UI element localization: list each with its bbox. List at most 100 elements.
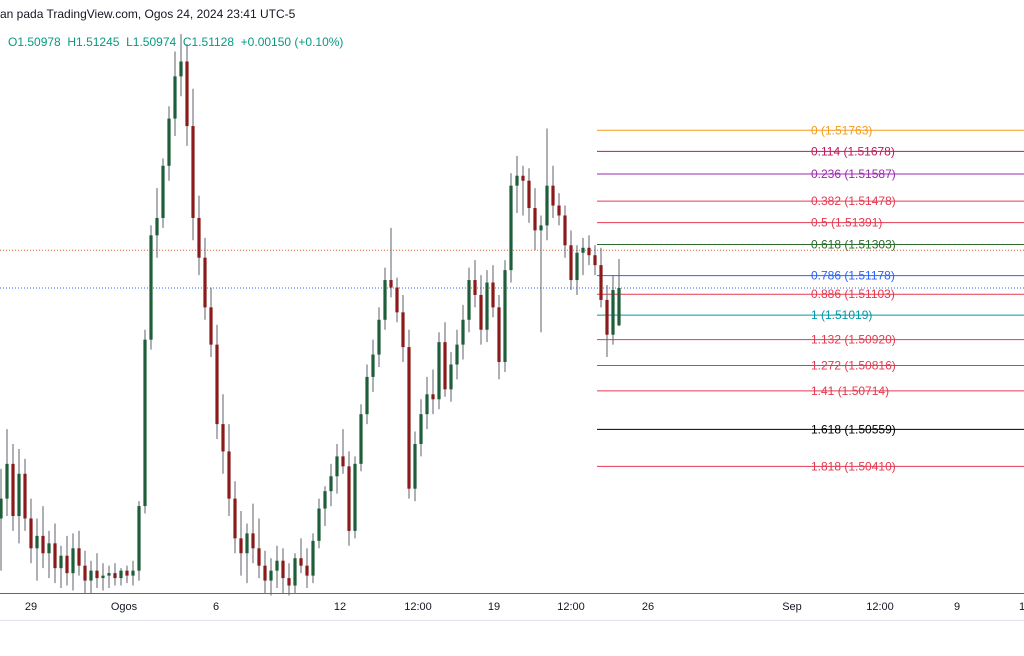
candle [233,481,237,554]
candle [509,173,513,283]
candle-body [29,518,33,549]
x-tick-label: 26 [642,601,654,613]
candle [407,329,411,499]
candle-body [575,252,579,281]
fib-level[interactable]: 0.382 (1.51478) [597,194,1024,208]
candle-body [527,180,531,209]
fib-level[interactable]: 1.41 (1.50714) [597,384,1024,398]
fib-label: 1.41 (1.50714) [811,384,889,398]
candle [161,158,165,228]
candle [203,237,207,320]
ohlc-change: +0.00150 (+0.10%) [240,35,344,49]
candle-body [593,255,597,266]
candle-body [479,294,483,330]
fib-level[interactable]: 1.618 (1.50559) [597,422,1024,436]
candle [149,225,153,350]
fib-level[interactable]: 1.818 (1.50410) [597,459,1024,473]
candle [173,51,177,136]
candle-body [125,570,129,576]
candle-body [437,342,441,400]
fib-level[interactable]: 0.114 (1.51678) [597,144,1024,158]
candle [209,287,213,358]
candle-body [443,342,447,390]
candle [401,294,405,363]
candle [323,486,327,526]
candle [131,560,135,586]
candle-body [401,312,405,348]
candle-body [581,247,585,253]
candle-body [17,473,21,517]
fib-label: 0.786 (1.51178) [811,269,895,283]
candle [563,205,567,258]
candle [107,565,111,589]
candle-body [89,570,93,581]
fib-label: 0.382 (1.51478) [811,194,896,208]
candle-body [509,185,513,271]
candle [419,399,423,457]
fib-level[interactable]: 0.5 (1.51391) [597,216,1024,230]
candle-body [311,540,315,576]
x-tick-label: 12:00 [866,601,894,613]
candle-body [569,245,573,281]
fib-level[interactable]: 0.886 (1.51103) [597,287,1024,301]
candle [77,530,81,576]
candle-body [35,535,39,549]
fib-label: 1.272 (1.50816) [811,358,896,372]
candle [479,275,483,345]
candle [155,188,159,258]
fib-label: 1 (1.51019) [811,308,872,322]
candle-body [245,533,249,554]
candle [317,498,321,549]
ohlc-low: L1.50974 [126,35,177,49]
candle-body [107,573,111,576]
candle-body [101,575,105,579]
candle [95,553,99,589]
fib-label: 0.618 (1.51303) [811,238,896,252]
fib-level[interactable]: 1 (1.51019) [597,308,1024,322]
fib-level[interactable]: 1.272 (1.50816) [597,358,1024,372]
candle [0,468,3,571]
candle [491,265,495,318]
candle-body [485,282,489,330]
candle [101,563,105,591]
candle-body [491,282,495,308]
candle-body [77,548,81,566]
candle [605,285,609,358]
fib-level[interactable]: 0 (1.51763) [597,123,1024,137]
candle [245,523,249,584]
candle-body [341,456,345,467]
candle-body [23,473,27,519]
candle [587,235,591,266]
candle [569,230,573,290]
candle [257,518,261,579]
candle-body [347,466,351,531]
candle [65,535,69,586]
candle [497,294,501,380]
candle [251,503,255,564]
candle-body [413,443,417,489]
candle [335,443,339,494]
candle-body [287,578,291,586]
candle [215,324,219,440]
fib-label: 1.132 (1.50920) [811,333,896,347]
fib-label: 0.886 (1.51103) [811,287,895,301]
candle-body [185,61,189,127]
candle-body [521,175,525,181]
fib-level[interactable]: 0.236 (1.51587) [597,167,1024,181]
fib-level[interactable]: 1.132 (1.50920) [597,333,1024,347]
candle [113,563,117,586]
candle-body [227,451,231,499]
candle [431,369,435,415]
candle-body [317,508,321,541]
candle [53,523,57,584]
ohlc-open: O1.50978 [8,35,61,49]
ohlc-readout: O1.50978 H1.51245 L1.50974 C1.51128 +0.0… [8,35,343,49]
candle-body [275,560,279,571]
bottom-divider [0,620,1024,621]
fib-level[interactable]: 0.786 (1.51178) [597,269,1024,283]
candle-body [377,319,381,355]
fib-level[interactable]: 0.618 (1.51303) [597,238,1024,252]
candle [473,260,477,308]
candle-body [251,533,255,549]
